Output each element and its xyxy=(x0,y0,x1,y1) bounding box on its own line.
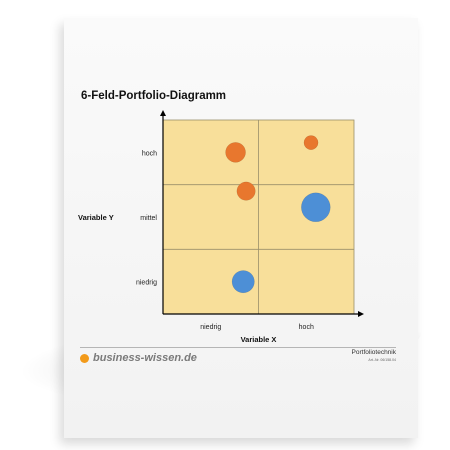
page-title: 6-Feld-Portfolio-Diagramm xyxy=(81,90,227,102)
x-axis-arrow-icon xyxy=(358,311,364,317)
x-tick-label: hoch xyxy=(299,324,314,331)
brand-name: business-wissen.de xyxy=(93,352,197,364)
brand-logo: business-wissen.de xyxy=(80,352,197,364)
x-tick-label: niedrig xyxy=(200,324,221,331)
bubble-blue xyxy=(231,270,255,294)
x-axis-title: Variable X xyxy=(241,335,277,344)
document-number: Art.-Nr. 06/158.04 xyxy=(368,358,396,362)
axes xyxy=(160,110,364,317)
bubble-orange xyxy=(236,181,256,201)
y-axis-arrow-icon xyxy=(160,110,166,116)
footer-divider xyxy=(80,347,396,348)
bubble-orange xyxy=(303,135,319,150)
bubble-orange xyxy=(225,142,246,163)
y-tick-label: hoch xyxy=(142,150,157,157)
y-tick-label: niedrig xyxy=(136,280,157,287)
y-tick-label: mittel xyxy=(140,215,157,222)
bubble-blue xyxy=(301,192,331,223)
brand-dot-icon xyxy=(80,353,89,363)
y-axis-title: Variable Y xyxy=(78,213,114,222)
document-type: Portfoliotechnik xyxy=(351,349,396,356)
bubbles xyxy=(225,135,331,294)
axis-labels: niedrig mittel hoch niedrig hoch Variable X Va… xyxy=(78,150,314,344)
